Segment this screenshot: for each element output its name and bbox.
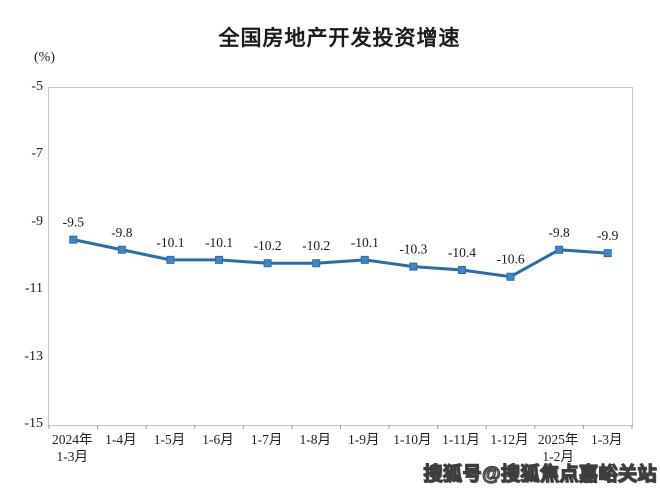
y-tick-label: -15: [24, 416, 43, 431]
x-tick-label: 1-11月: [442, 432, 480, 447]
y-axis-unit-label: (%): [34, 50, 55, 65]
x-tick-label: 1-12月: [490, 432, 529, 447]
data-point-marker: [69, 235, 78, 244]
y-tick-label: -13: [24, 348, 43, 364]
data-point-marker: [457, 265, 466, 274]
data-point-label: -10.6: [496, 252, 524, 267]
data-point-label: -10.1: [351, 235, 379, 250]
x-tick-label: 2025年 1-2月: [537, 432, 579, 464]
y-tick-label: -7: [31, 146, 43, 162]
data-point-label: -10.2: [254, 238, 282, 253]
plot-area: -9.5 -9.8 -10.1 -10.1 -10.2 -10.2 -10.1 -10.3 -1…: [48, 87, 633, 429]
data-point-label: -9.9: [597, 228, 619, 243]
x-tick-label: 2024年 1-3月: [52, 432, 93, 464]
y-tick-label: -9: [31, 213, 43, 229]
x-tick-label: 1-6月: [202, 432, 234, 447]
watermark: 搜狐号@搜狐焦点嘉峪关站: [423, 463, 657, 485]
data-point-label: -9.8: [548, 225, 570, 240]
data-point-marker: [555, 245, 564, 254]
data-point-label: -10.1: [156, 235, 184, 250]
data-point-label: -10.3: [399, 242, 427, 257]
data-point-label: -9.5: [63, 215, 85, 230]
x-tick-label: 1-7月: [250, 432, 283, 447]
x-tick-label: 1-4月: [105, 432, 137, 447]
data-point-marker: [312, 259, 321, 268]
x-tick-label: 1-5月: [153, 432, 186, 447]
y-tick-label: -11: [24, 281, 43, 297]
data-point-marker: [603, 249, 612, 258]
x-tick-label: 1-8月: [299, 432, 331, 447]
data-point-marker: [263, 259, 272, 268]
data-point-marker: [409, 262, 418, 271]
data-point-marker: [215, 255, 224, 264]
x-tick-label: 1-3月: [590, 432, 623, 447]
chart-title: 全国房地产开发投资增速: [218, 27, 461, 50]
line-series: [71, 238, 610, 279]
data-point-label: -10.1: [205, 235, 233, 250]
data-point-marker: [506, 272, 515, 281]
data-point-marker: [117, 245, 126, 254]
data-point-label: -10.2: [302, 238, 330, 253]
line-chart: -9.5 -9.8 -10.1 -10.1 -10.2 -10.2 -10.1 -10.3 -1…: [48, 215, 633, 429]
data-point-label: -9.8: [111, 225, 133, 240]
x-tick-label: 1-10月: [393, 432, 432, 447]
y-tick-label: -5: [31, 79, 43, 94]
x-tick-label: 1-9月: [348, 432, 380, 447]
data-point-marker: [360, 255, 369, 264]
data-point-label: -10.4: [448, 245, 476, 260]
data-point-marker: [166, 255, 175, 264]
